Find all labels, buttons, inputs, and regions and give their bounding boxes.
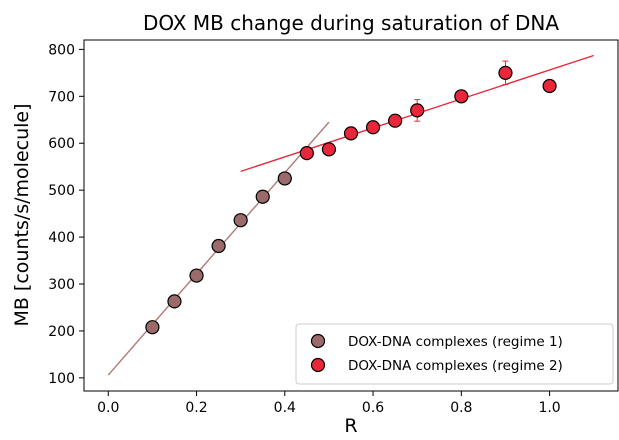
y-tick-label: 300 [48, 277, 75, 293]
x-tick-label: 0.6 [362, 400, 384, 416]
x-tick-label: 0.8 [450, 400, 472, 416]
series-2-point [365, 120, 381, 135]
legend-marker-2 [310, 357, 326, 373]
y-tick-label: 600 [48, 136, 75, 152]
y-axis-label: MB [counts/s/molecule] [11, 103, 33, 326]
x-axis-ticks: 0.0 0.2 0.4 0.6 0.8 1.0 [97, 391, 561, 416]
series-1-point [211, 238, 226, 254]
y-axis-ticks: 100 200 300 400 500 600 700 800 [48, 42, 84, 387]
series-2-point [299, 145, 314, 161]
data-points [145, 65, 557, 335]
legend-box [295, 323, 614, 385]
series-1-point [189, 268, 204, 283]
series-2-point [388, 113, 403, 128]
y-tick-label: 400 [48, 230, 75, 246]
series-1-point [277, 171, 292, 186]
series-2-point [410, 103, 425, 118]
y-tick-label: 800 [48, 42, 75, 58]
y-tick-label: 200 [48, 324, 75, 340]
series-2-point [454, 89, 469, 104]
series-2-point [321, 142, 337, 157]
plot-frame [83, 39, 619, 392]
x-tick-label: 1.0 [538, 400, 560, 416]
x-axis-label: R [344, 415, 357, 437]
series-2-point [343, 126, 359, 141]
y-tick-label: 700 [48, 89, 75, 105]
y-tick-label: 100 [48, 371, 75, 387]
legend-label-2: DOX-DNA complexes (regime 2) [348, 358, 563, 374]
series-1-point [233, 213, 248, 228]
legend-label-1: DOX-DNA complexes (regime 1) [348, 334, 563, 350]
x-tick-label: 0.2 [185, 400, 207, 416]
series-1-point [145, 320, 160, 335]
chart-title: DOX MB change during saturation of DNA [143, 11, 559, 35]
y-tick-label: 500 [48, 183, 75, 199]
series-1-point [255, 189, 270, 204]
legend-marker-1 [310, 333, 326, 349]
x-tick-label: 0.4 [274, 400, 296, 416]
series-1-point [167, 294, 182, 309]
series-2-point [542, 78, 557, 94]
series-2-point [498, 65, 513, 80]
legend: DOX-DNA complexes (regime 1) DOX-DNA com… [295, 323, 614, 385]
x-tick-label: 0.0 [97, 400, 119, 416]
